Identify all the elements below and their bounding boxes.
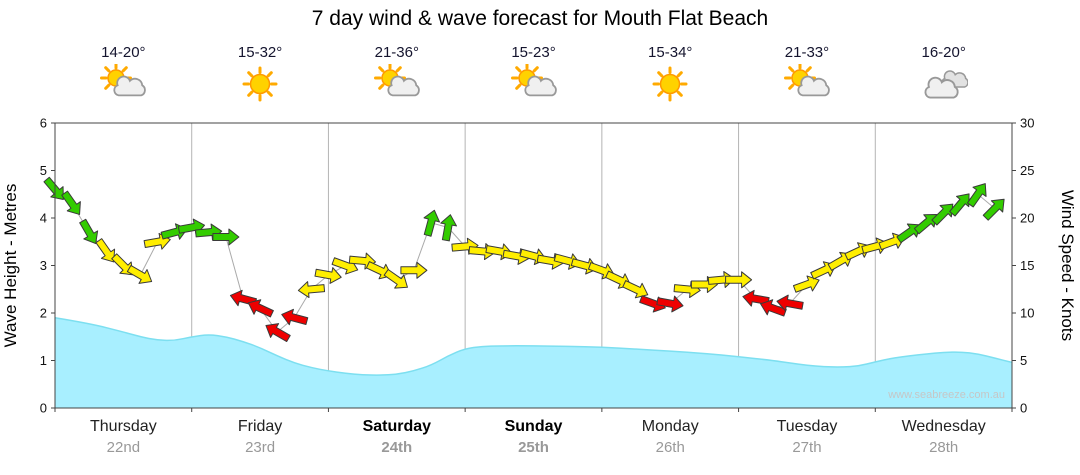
- day-date: 23rd: [245, 439, 276, 456]
- temperature-range: 21-36°: [374, 44, 419, 61]
- day-name: Tuesday: [776, 418, 838, 435]
- wind-arrow: [61, 190, 81, 215]
- temperature-range: 15-32°: [237, 44, 283, 61]
- day-labels-row: Thursday 22nd Friday 23rd Saturday 24th Sunday…: [55, 418, 1012, 456]
- weather-icon-sun: [236, 64, 284, 109]
- wind-arrow: [656, 295, 684, 313]
- temperature-row: 14-20° 15-32° 21-36° 15-23° 15-34° 21-33° 16-2…: [55, 44, 1012, 61]
- wind-arrow: [247, 299, 274, 318]
- chart-title: 7 day wind & wave forecast for Mouth Fla…: [311, 7, 769, 30]
- wind-arrow: [440, 214, 457, 242]
- right-tick-label: 20: [1020, 211, 1034, 226]
- wind-arrow: [423, 209, 441, 237]
- left-tick-label: 0: [40, 401, 47, 416]
- wind-arrow: [95, 238, 116, 263]
- day-date: 22nd: [106, 439, 141, 456]
- temperature-range: 16-20°: [921, 44, 966, 61]
- wind-arrow: [792, 275, 820, 293]
- wind-arrow: [265, 323, 291, 343]
- day-name: Monday: [641, 418, 699, 435]
- wind-arrow: [776, 294, 804, 312]
- left-tick-label: 3: [40, 258, 47, 273]
- day-date: 27th: [792, 439, 822, 456]
- right-tick-label: 5: [1020, 353, 1027, 368]
- left-tick-label: 4: [40, 211, 47, 226]
- wind-arrow: [126, 264, 153, 284]
- left-tick-label: 6: [40, 116, 47, 131]
- temperature-range: 21-33°: [784, 44, 830, 61]
- wind-arrow: [212, 228, 240, 246]
- wind-arrow: [111, 253, 134, 276]
- wind-arrow: [400, 261, 428, 279]
- temperature-range: 15-23°: [511, 44, 556, 61]
- right-axis-label: Wind Speed - Knots: [1058, 190, 1077, 341]
- left-axis-label: Wave Height - Metres: [1, 184, 20, 348]
- wind-arrow: [79, 218, 99, 245]
- weather-icon-sun-cloud: [783, 62, 831, 109]
- wind-arrow: [281, 308, 309, 326]
- right-tick-label: 10: [1020, 306, 1034, 321]
- day-date: 24th: [381, 439, 413, 456]
- day-name: Wednesday: [901, 418, 986, 435]
- day-date: 25th: [518, 439, 549, 456]
- wind-arrow: [383, 268, 408, 289]
- watermark: www.seabreeze.com.au: [887, 389, 1005, 401]
- left-tick-label: 2: [40, 306, 47, 321]
- temperature-range: 14-20°: [101, 44, 146, 61]
- day-date: 26th: [655, 439, 685, 456]
- wind-arrow: [949, 193, 970, 217]
- day-name: Thursday: [90, 418, 157, 435]
- wind-arrow: [297, 281, 326, 299]
- right-tick-label: 25: [1020, 163, 1034, 178]
- wave-height-line: [54, 317, 1013, 376]
- wave-height-area: [55, 317, 1012, 408]
- right-tick-label: 30: [1020, 116, 1034, 131]
- weather-icon-sun-cloud: [510, 62, 558, 109]
- wind-arrow: [913, 213, 938, 235]
- day-name: Friday: [237, 418, 283, 435]
- right-tick-label: 15: [1020, 258, 1034, 273]
- day-date: 28th: [929, 439, 959, 456]
- weather-icon-clouds: [920, 64, 969, 109]
- left-tick-label: 5: [40, 163, 47, 178]
- wind-arrow: [622, 280, 649, 299]
- wind-arrow: [760, 299, 787, 317]
- weather-icon-sun-cloud: [99, 62, 147, 109]
- wind-arrow: [931, 203, 954, 226]
- wind-arrow: [966, 183, 987, 208]
- right-tick-label: 0: [1020, 401, 1027, 416]
- wind-arrow: [725, 271, 753, 289]
- weather-icon-sun-cloud: [373, 62, 421, 109]
- weather-icons-row: [55, 62, 1012, 109]
- weather-icon-sun: [646, 64, 694, 109]
- wind-arrow: [43, 176, 64, 200]
- wind-arrow: [314, 267, 342, 284]
- day-name: Sunday: [504, 418, 563, 435]
- left-tick-label: 1: [40, 353, 47, 368]
- temperature-range: 15-34°: [648, 44, 693, 61]
- day-name: Saturday: [362, 418, 432, 435]
- wind-arrow: [982, 198, 1005, 221]
